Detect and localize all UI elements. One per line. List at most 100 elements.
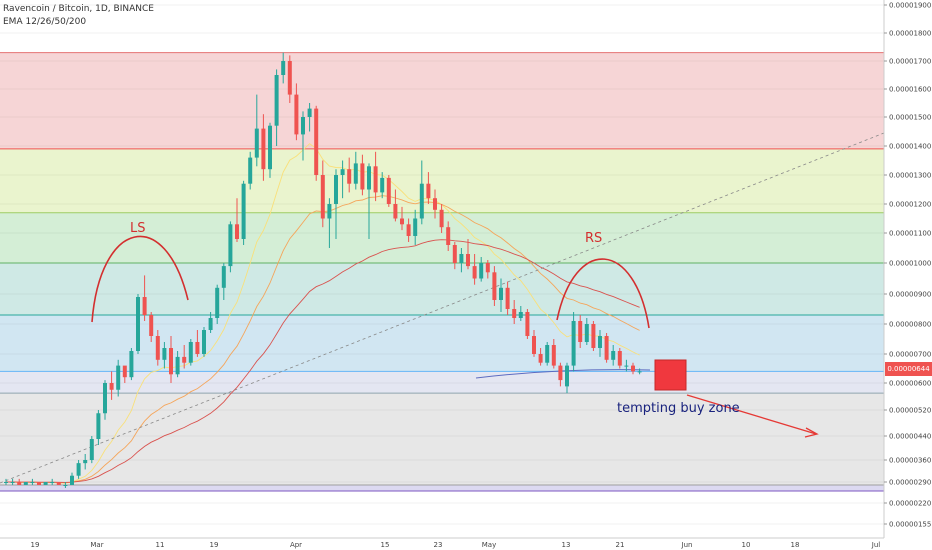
date-tick-label: Apr — [290, 541, 302, 549]
candle-body — [512, 309, 517, 318]
candle — [221, 263, 226, 300]
candle-body — [202, 330, 206, 354]
candle — [604, 333, 609, 363]
candle-body — [228, 224, 233, 267]
candle — [624, 359, 629, 372]
fib-zone — [0, 393, 884, 485]
candle-body — [578, 321, 583, 342]
candle — [525, 309, 530, 339]
price-tick-label: 0.00001000 — [889, 260, 931, 268]
candle-body — [340, 169, 345, 175]
candle-body — [472, 266, 477, 279]
candle — [452, 242, 457, 270]
candle-body — [307, 108, 312, 117]
price-tick-label: 0.00000520 — [889, 407, 931, 415]
candle — [43, 482, 48, 485]
candle — [611, 345, 616, 366]
candle — [103, 380, 107, 420]
candle-body — [188, 342, 193, 363]
candle — [30, 478, 35, 485]
symbol-title: Ravencoin / Bitcoin, 1D, BINANCE — [3, 4, 154, 14]
candle-body — [136, 297, 140, 351]
candle-body — [10, 482, 15, 483]
candle — [367, 163, 371, 239]
candle-body — [215, 287, 220, 318]
candle — [538, 348, 543, 366]
candle — [202, 327, 206, 357]
candle — [551, 339, 556, 369]
candle — [195, 330, 200, 357]
candle-body — [386, 177, 391, 204]
candle-body — [56, 482, 61, 485]
candle — [169, 336, 173, 383]
candle — [637, 368, 642, 375]
candle — [373, 151, 378, 202]
candle-body — [452, 245, 457, 263]
date-tick-label: Jul — [871, 541, 881, 549]
candle — [617, 348, 622, 369]
candle-body — [571, 321, 576, 366]
price-axis-bg — [884, 0, 932, 550]
candle-body — [565, 365, 569, 387]
candle — [182, 345, 187, 369]
candle — [472, 254, 477, 285]
candle — [89, 436, 94, 464]
price-tick-label: 0.00000155 — [889, 521, 931, 529]
candle — [413, 209, 418, 245]
date-tick-label: 19 — [31, 541, 40, 549]
candle-body — [591, 324, 596, 348]
candle — [419, 160, 424, 225]
rs-label: RS — [585, 231, 603, 246]
candle — [578, 315, 583, 348]
ls-arc — [91, 235, 189, 323]
candle-body — [149, 315, 154, 336]
candle — [327, 198, 332, 248]
price-tick-label: 0.00001100 — [889, 230, 931, 238]
candle — [598, 330, 602, 357]
date-tick-label: May — [482, 541, 496, 549]
candle — [558, 362, 563, 387]
buy-zone-label: tempting buy zone — [617, 401, 740, 416]
candle-body — [551, 345, 556, 366]
price-tick-label: 0.00001500 — [889, 114, 931, 122]
candle — [287, 55, 292, 103]
candle — [386, 175, 391, 207]
candle — [281, 52, 286, 84]
rs-arc — [556, 258, 650, 329]
candle — [116, 359, 121, 397]
candle — [37, 482, 41, 485]
candle-body — [254, 128, 259, 158]
candle-body — [76, 463, 81, 476]
candle-body — [17, 482, 22, 485]
candle — [4, 478, 8, 485]
candle-body — [433, 198, 437, 210]
candle-body — [538, 354, 543, 363]
date-axis[interactable]: 19 Mar 11 19 Apr 15 23 May 13 21 Jun 10 18 Jul — [0, 537, 884, 549]
candle — [175, 351, 180, 378]
price-axis[interactable]: 0.00001900 0.00001800 0.00001700 0.00001600… — [883, 0, 932, 550]
price-tick-label: 0.00000290 — [889, 479, 931, 487]
price-tick-label: 0.00000600 — [889, 380, 931, 388]
candle-body — [23, 482, 28, 485]
price-tick-label: 0.00000800 — [889, 321, 931, 329]
candle — [505, 281, 510, 315]
ema-50-line — [6, 239, 640, 483]
candle — [122, 365, 127, 383]
candle-body — [70, 475, 74, 485]
candle — [446, 221, 451, 251]
candle — [228, 221, 233, 273]
candle-body — [208, 318, 213, 330]
candle — [70, 472, 74, 485]
candle — [512, 300, 517, 324]
candle — [241, 180, 246, 245]
price-tick-label: 0.00000900 — [889, 291, 931, 299]
candle — [83, 454, 88, 470]
candle — [136, 294, 140, 354]
candle — [518, 306, 523, 321]
candle — [340, 160, 345, 199]
candle — [155, 330, 160, 366]
candle-body — [327, 204, 332, 219]
candle-body — [367, 166, 371, 190]
